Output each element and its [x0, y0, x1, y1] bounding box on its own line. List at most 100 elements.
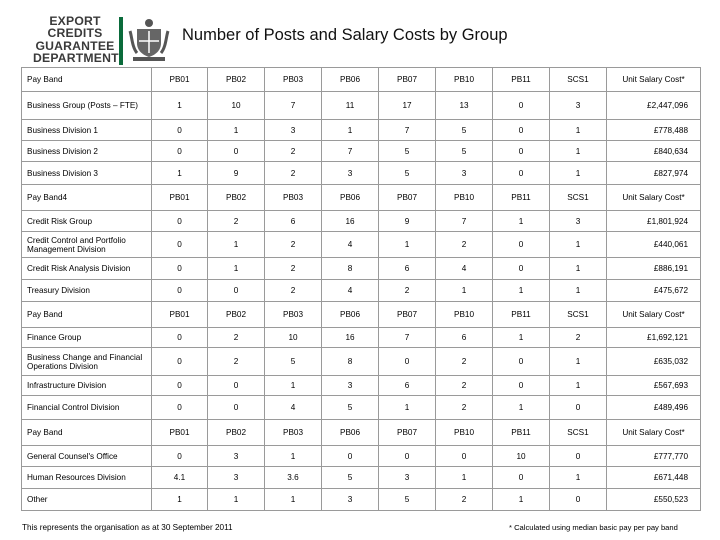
post-count-cell: 1: [378, 231, 436, 258]
post-count-cell: 2: [264, 161, 322, 185]
table-row: Business Division 3 1 9 2 3 5 3 0 1 £827,974: [21, 161, 701, 185]
post-count-cell: 4: [264, 395, 322, 420]
post-count-cell: 1: [151, 161, 208, 185]
post-count-cell: 1: [207, 257, 265, 280]
post-count-cell: 0: [151, 140, 208, 162]
post-count-cell: 1: [378, 395, 436, 420]
post-count-cell: 4.1: [151, 466, 208, 489]
salary-cost-cell: £778,488: [606, 119, 701, 141]
post-count-cell: 0: [151, 375, 208, 396]
post-count-cell: 0: [492, 375, 550, 396]
post-count-cell: 7: [378, 119, 436, 141]
post-count-cell: 0: [549, 488, 607, 511]
row-label: Credit Risk Group: [21, 210, 152, 232]
post-count-cell: 7: [435, 210, 493, 232]
post-count-cell: 1: [549, 466, 607, 489]
column-header: PB02: [207, 419, 265, 446]
post-count-cell: 0: [207, 279, 265, 302]
column-header: SCS1: [549, 301, 607, 328]
post-count-cell: 3: [321, 161, 379, 185]
salary-cost-cell: £777,770: [606, 445, 701, 467]
column-header: PB02: [207, 67, 265, 92]
salary-cost-cell: £567,693: [606, 375, 701, 396]
pay-band-header: Pay Band4: [21, 184, 152, 211]
post-count-cell: 2: [207, 327, 265, 348]
post-count-cell: 1: [207, 488, 265, 511]
row-label: Treasury Division: [21, 279, 152, 302]
row-label: Business Division 2: [21, 140, 152, 162]
post-count-cell: 1: [492, 488, 550, 511]
post-count-cell: 0: [151, 279, 208, 302]
post-count-cell: 3: [378, 466, 436, 489]
post-count-cell: 2: [435, 231, 493, 258]
column-header: SCS1: [549, 419, 607, 446]
column-header: PB11: [492, 67, 550, 92]
post-count-cell: 6: [378, 257, 436, 280]
post-count-cell: 1: [321, 119, 379, 141]
post-count-cell: 3: [321, 488, 379, 511]
salary-cost-cell: £1,801,924: [606, 210, 701, 232]
post-count-cell: 0: [435, 445, 493, 467]
post-count-cell: 3: [207, 466, 265, 489]
post-count-cell: 1: [549, 119, 607, 141]
post-count-cell: 7: [378, 327, 436, 348]
column-header: PB07: [378, 184, 436, 211]
table-row: Infrastructure Division 0 0 1 3 6 2 0 1 £567,693: [21, 375, 701, 396]
post-count-cell: 5: [378, 161, 436, 185]
post-count-cell: 2: [549, 327, 607, 348]
column-header: PB07: [378, 67, 436, 92]
column-header: PB11: [492, 301, 550, 328]
post-count-cell: 3: [264, 119, 322, 141]
column-header: PB10: [435, 301, 493, 328]
post-count-cell: 5: [378, 488, 436, 511]
row-label: Other: [21, 488, 152, 511]
post-count-cell: 0: [378, 347, 436, 376]
column-header: PB06: [321, 184, 379, 211]
post-count-cell: 9: [378, 210, 436, 232]
salary-cost-cell: £2,447,096: [606, 91, 701, 120]
post-count-cell: 6: [378, 375, 436, 396]
post-count-cell: 2: [264, 257, 322, 280]
post-count-cell: 1: [549, 161, 607, 185]
post-count-cell: 16: [321, 327, 379, 348]
logo-line: EXPORT: [49, 14, 101, 28]
post-count-cell: 10: [492, 445, 550, 467]
post-count-cell: 0: [151, 257, 208, 280]
logo-line: CREDITS: [47, 26, 103, 41]
post-count-cell: 0: [492, 231, 550, 258]
column-header: PB01: [151, 301, 208, 328]
logo-line: GUARANTEE: [35, 38, 115, 53]
post-count-cell: 3: [435, 161, 493, 185]
row-label: Credit Control and Portfolio Management …: [21, 231, 152, 258]
column-header: PB06: [321, 301, 379, 328]
column-header: Unit Salary Cost*: [606, 67, 701, 92]
post-count-cell: 6: [264, 210, 322, 232]
post-count-cell: 2: [207, 210, 265, 232]
post-count-cell: 1: [549, 375, 607, 396]
post-count-cell: 1: [264, 488, 322, 511]
post-count-cell: 0: [207, 395, 265, 420]
post-count-cell: 3: [207, 445, 265, 467]
column-header: PB03: [264, 301, 322, 328]
post-count-cell: 0: [549, 445, 607, 467]
post-count-cell: 7: [321, 140, 379, 162]
footer-note: This represents the organisation as at 3…: [22, 523, 233, 532]
post-count-cell: 10: [207, 91, 265, 120]
header-row: Pay Band PB01 PB02 PB03 PB06 PB07 PB10 PB11 SCS1…: [21, 419, 701, 446]
post-count-cell: 17: [378, 91, 436, 120]
row-label: General Counsel's Office: [21, 445, 152, 467]
column-header: Unit Salary Cost*: [606, 419, 701, 446]
post-count-cell: 1: [492, 210, 550, 232]
post-count-cell: 2: [207, 347, 265, 376]
post-count-cell: 3.6: [264, 466, 322, 489]
table-row: Credit Risk Analysis Division 0 1 2 8 6 4 0 1 £88…: [21, 257, 701, 280]
post-count-cell: 1: [151, 488, 208, 511]
posts-salary-table: Pay Band PB01 PB02 PB03 PB06 PB07 PB10 PB11 SCS1…: [21, 67, 701, 511]
post-count-cell: 1: [207, 119, 265, 141]
post-count-cell: 4: [321, 279, 379, 302]
post-count-cell: 13: [435, 91, 493, 120]
post-count-cell: 2: [264, 279, 322, 302]
ecgd-logo: EXPORT CREDITS GUARANTEE DEPARTMENT: [33, 15, 193, 67]
post-count-cell: 2: [378, 279, 436, 302]
post-count-cell: 1: [549, 231, 607, 258]
